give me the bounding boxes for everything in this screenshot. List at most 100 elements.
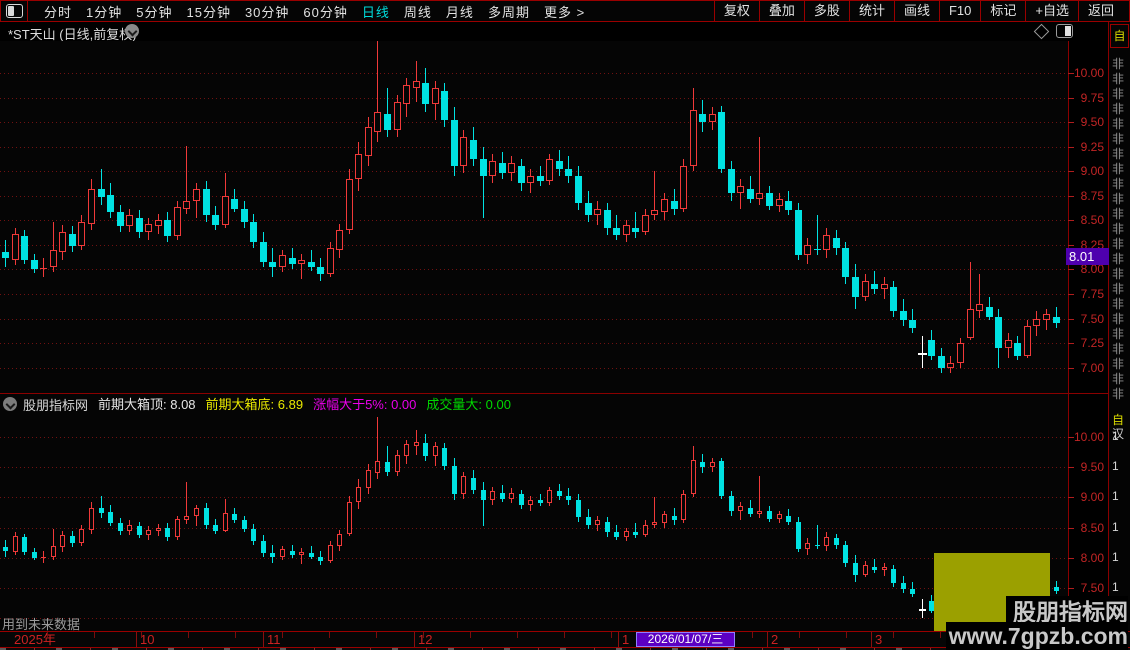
chevron-down-icon[interactable]	[125, 24, 139, 38]
time-axis-label: 12	[418, 632, 433, 647]
strip-digit: 1	[1112, 459, 1119, 474]
period-tab-60分钟[interactable]: 60分钟	[303, 4, 348, 20]
axis-tick	[1068, 588, 1074, 589]
gridline	[0, 195, 1066, 197]
strip-glyph: 非	[1112, 207, 1125, 221]
period-tab-30分钟[interactable]: 30分钟	[244, 4, 290, 20]
candle-up	[88, 508, 94, 530]
toolbar-button-F10[interactable]: F10	[938, 1, 980, 21]
candle-down	[614, 532, 620, 537]
candle-wick	[301, 548, 303, 564]
candle-wick	[377, 41, 379, 142]
candle-up	[489, 161, 497, 177]
candle-down	[575, 176, 582, 203]
period-tab-分时[interactable]: 分时	[44, 4, 73, 20]
gridline	[0, 437, 1066, 438]
collapse-panel-button[interactable]	[1, 1, 28, 21]
candle-down	[422, 82, 430, 105]
candle-wick	[816, 524, 818, 549]
period-tab-多周期[interactable]: 多周期	[487, 4, 530, 20]
candle-down	[423, 443, 429, 457]
candle-up	[623, 530, 629, 537]
candle-wick	[654, 497, 656, 528]
candle-down	[517, 166, 525, 183]
main-kline-chart[interactable]	[0, 41, 1068, 393]
time-axis-minor-tick	[564, 632, 565, 638]
candle-up	[776, 514, 782, 519]
candle-up	[460, 136, 468, 167]
candle-wick	[635, 212, 637, 238]
indicator-kline-chart[interactable]	[0, 394, 1068, 631]
candle-up	[365, 470, 371, 489]
candle-down	[270, 552, 276, 557]
period-tab-日线[interactable]: 日线	[361, 4, 390, 20]
toolbar-button-画线[interactable]: 画线	[893, 1, 939, 21]
axis-price-label: 7.50	[1080, 581, 1104, 595]
candle-up	[193, 188, 200, 201]
period-tab-1分钟[interactable]: 1分钟	[86, 4, 123, 20]
toolbar-button-多股[interactable]: 多股	[803, 1, 849, 21]
strip-glyph: 非	[1112, 387, 1125, 401]
time-axis-label: 2	[771, 632, 779, 647]
strip-glyph: 汉	[1112, 427, 1125, 441]
toolbar-button-+自选[interactable]: +自选	[1025, 1, 1078, 21]
candle-up	[79, 528, 85, 544]
gridline	[0, 343, 1066, 345]
candle-up	[278, 254, 286, 268]
pane-divider-line	[0, 393, 1108, 394]
candle-doji	[40, 268, 48, 269]
indicator-collapse-icon[interactable]	[3, 397, 17, 411]
time-axis-major-tick	[263, 632, 264, 647]
candle-up	[1004, 340, 1012, 348]
candle-wick	[921, 336, 923, 368]
period-tab-更多 >[interactable]: 更多 >	[543, 4, 586, 20]
toolbar-button-标记[interactable]: 标记	[980, 1, 1025, 21]
candle-down	[699, 114, 707, 123]
candle-up	[509, 492, 515, 499]
candle-down	[202, 188, 210, 216]
period-tab-5分钟[interactable]: 5分钟	[136, 4, 173, 20]
candle-up	[738, 506, 744, 511]
period-tab-周线[interactable]: 周线	[403, 4, 432, 20]
candle-down	[899, 310, 907, 321]
candle-wick	[310, 545, 312, 559]
time-axis-minor-tick	[517, 632, 518, 638]
time-axis-label: 2025年	[14, 632, 56, 647]
toolbar-button-叠加[interactable]: 叠加	[758, 1, 804, 21]
candle-down	[566, 496, 572, 501]
axis-tick	[1068, 497, 1074, 499]
toolbar-button-返回[interactable]: 返回	[1077, 1, 1123, 21]
candle-wick	[654, 171, 656, 221]
candle-down	[910, 589, 916, 595]
candle-down	[872, 566, 878, 570]
gridline	[0, 467, 1066, 469]
gridline	[0, 293, 1066, 295]
time-axis-minor-tick	[611, 632, 612, 638]
period-tab-15分钟[interactable]: 15分钟	[186, 4, 231, 20]
candle-down	[900, 583, 906, 590]
period-tab-月线[interactable]: 月线	[445, 4, 474, 20]
candle-down	[832, 237, 840, 248]
toolbar-button-复权[interactable]: 复权	[713, 1, 759, 21]
candle-up	[346, 502, 352, 534]
strip-glyph: 非	[1112, 222, 1125, 236]
candle-up	[50, 545, 56, 557]
candle-down	[3, 546, 8, 551]
sidebar-toggle-icon[interactable]	[1056, 24, 1073, 38]
candle-down	[107, 194, 115, 213]
time-axis-major-tick	[618, 632, 619, 647]
candle-up	[364, 127, 372, 157]
candle-up	[547, 490, 553, 504]
toolbar-button-统计[interactable]: 统计	[848, 1, 894, 21]
candle-down	[469, 139, 477, 160]
axis-price-label: 8.50	[1080, 520, 1104, 535]
candle-down	[442, 447, 448, 466]
axis-tick	[1068, 367, 1074, 369]
candle-up	[594, 208, 602, 216]
axis-tick	[1068, 467, 1074, 469]
candle-down	[727, 169, 735, 193]
candle-down	[767, 510, 772, 519]
candle-down	[135, 218, 143, 233]
strip-digit: 1	[1112, 489, 1119, 504]
